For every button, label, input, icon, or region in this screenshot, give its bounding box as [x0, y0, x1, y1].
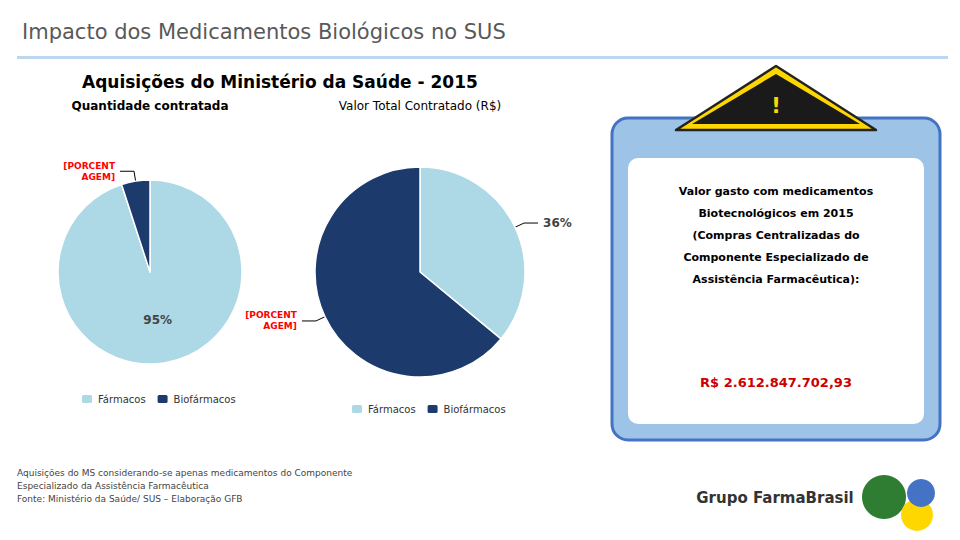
svg-text:AGEM]: AGEM] — [263, 321, 297, 331]
svg-text:AGEM]: AGEM] — [81, 172, 115, 182]
svg-text:Biofármacos: Biofármacos — [444, 404, 506, 415]
svg-text:!: ! — [771, 94, 781, 118]
svg-text:[PORCENT: [PORCENT — [63, 161, 116, 171]
svg-text:Assistência Farmacêutica):: Assistência Farmacêutica): — [693, 273, 860, 286]
svg-text:36%: 36% — [543, 216, 572, 230]
svg-text:[PORCENT: [PORCENT — [245, 310, 298, 320]
svg-text:Fármacos: Fármacos — [98, 394, 146, 405]
svg-text:Quantidade contratada: Quantidade contratada — [71, 99, 228, 113]
svg-text:Biofármacos: Biofármacos — [174, 394, 236, 405]
svg-text:Biotecnológicos em 2015: Biotecnológicos em 2015 — [698, 207, 853, 220]
svg-text:R$ 2.612.847.702,93: R$ 2.612.847.702,93 — [700, 375, 852, 390]
svg-text:(Compras Centralizadas do: (Compras Centralizadas do — [692, 229, 860, 242]
svg-text:Aquisições do Ministério da Sa: Aquisições do Ministério da Saúde - 2015 — [82, 72, 478, 92]
svg-text:Aquisições do MS considerando-: Aquisições do MS considerando-se apenas … — [17, 468, 353, 478]
svg-text:Fármacos: Fármacos — [368, 404, 416, 415]
svg-text:Componente Especializado de: Componente Especializado de — [683, 251, 868, 264]
svg-text:Grupo FarmaBrasil: Grupo FarmaBrasil — [696, 489, 853, 507]
svg-text:Valor gasto com medicamentos: Valor gasto com medicamentos — [679, 185, 874, 198]
svg-text:Fonte: Ministério da Saúde/ SU: Fonte: Ministério da Saúde/ SUS – Elabor… — [17, 494, 243, 504]
svg-text:Impacto dos Medicamentos Bioló: Impacto dos Medicamentos Biológicos no S… — [22, 20, 506, 44]
svg-text:95%: 95% — [143, 313, 172, 327]
svg-text:Especializado da Assistência F: Especializado da Assistência Farmacêutic… — [17, 481, 209, 491]
svg-text:Valor Total Contratado (R$): Valor Total Contratado (R$) — [339, 99, 501, 113]
